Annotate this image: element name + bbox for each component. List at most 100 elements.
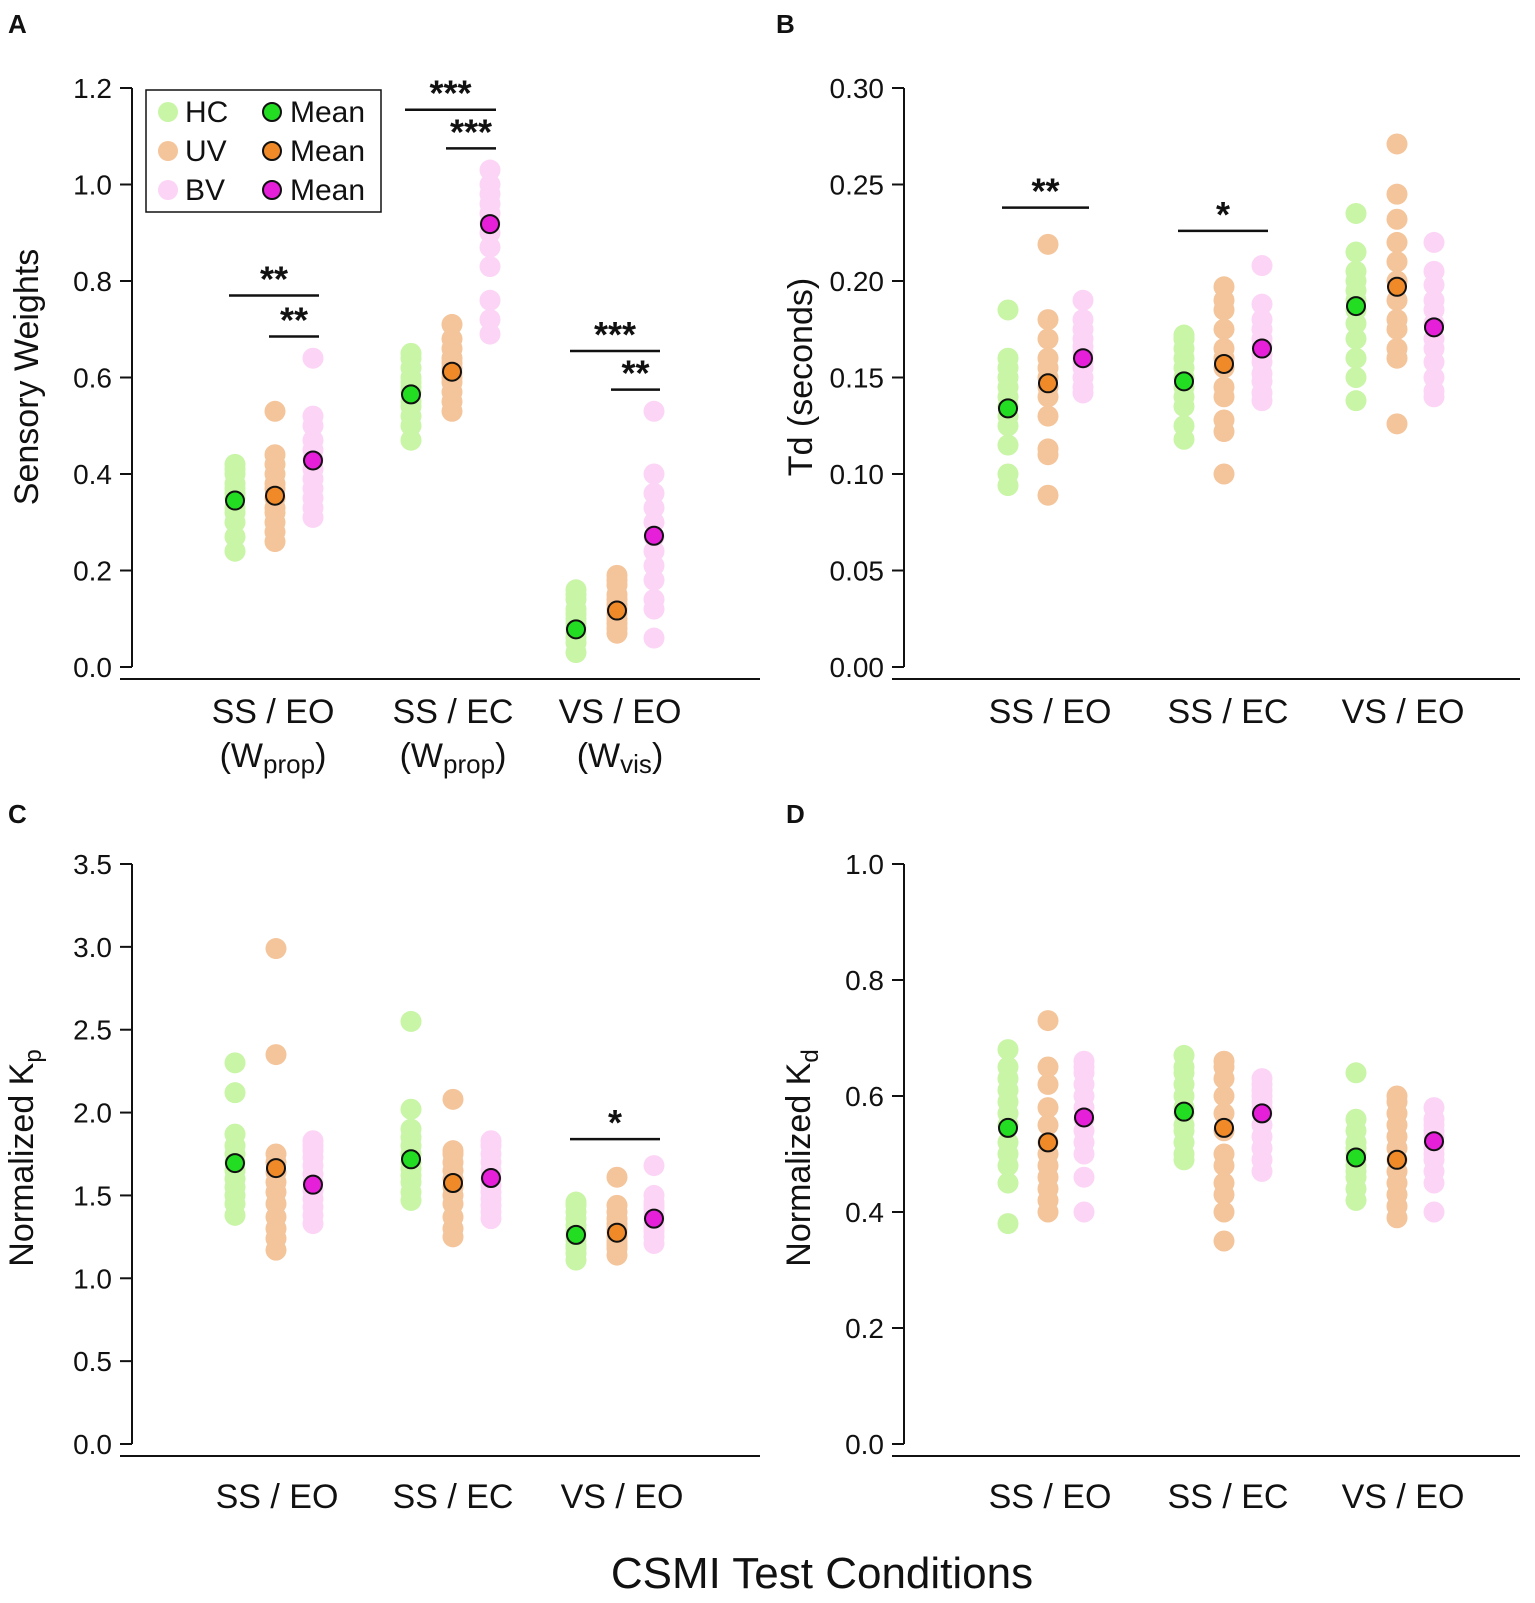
panel-b-point-hc	[1345, 390, 1367, 412]
panel-d-point-bv	[1423, 1097, 1445, 1119]
panel-a-ytick-label: 0.8	[73, 266, 112, 297]
panel-a-ytick-label: 1.2	[73, 73, 112, 104]
panel-a-significance-label: **	[260, 258, 288, 299]
panel-letter-b: B	[776, 9, 795, 39]
panel-c-ytick-label: 0.5	[73, 1346, 112, 1377]
panel-c-cat-0: SS / EO	[216, 1478, 339, 1516]
panel-a-cat-1-main: SS / EC	[393, 693, 514, 731]
panel-c-ylabel-sub: p	[20, 1049, 47, 1062]
panel-b-point-uv	[1037, 484, 1059, 506]
panel-c-point-hc	[400, 1010, 422, 1032]
panel-c-point-uv	[265, 1143, 287, 1165]
panel-b-point-bv	[1423, 260, 1445, 282]
panel-b-ytick-label: 0.25	[830, 170, 885, 201]
figure-xlabel: CSMI Test Conditions	[611, 1549, 1033, 1598]
panel-c-point-uv	[442, 1140, 464, 1162]
panel-b-ylabel: Td (seconds)	[782, 278, 820, 476]
panel-a-ytick-label: 0.4	[73, 459, 112, 490]
panel-a-point-bv	[479, 174, 501, 195]
panel-b-cat-0: SS / EO	[989, 693, 1112, 731]
panel-b-mean-bv	[1073, 348, 1093, 369]
panel-b-point-hc	[1173, 415, 1195, 437]
panel-b-point-bv	[1423, 367, 1445, 388]
panel-c-ytick-label: 3.5	[73, 849, 112, 880]
panel-a-cat-0-sub: (Wprop)	[220, 737, 327, 779]
panel-b-significance-label: *	[1216, 194, 1230, 235]
panel-b-point-hc	[1345, 241, 1367, 263]
panel-a-significance-label: **	[621, 353, 649, 394]
panel-b-point-uv	[1037, 347, 1059, 369]
panel-c-ytick-label: 2.5	[73, 1015, 112, 1046]
panel-a-point-uv	[264, 400, 286, 422]
panel-a-point-hc	[224, 526, 246, 548]
panel-b-point-uv	[1037, 438, 1059, 460]
panel-d-point-uv	[1037, 1056, 1059, 1078]
panel-a-point-bv	[643, 588, 665, 610]
panel-c-cat-1: SS / EC	[393, 1478, 514, 1516]
panel-d-mean-uv	[1387, 1149, 1407, 1170]
legend-marker-uv	[158, 141, 178, 161]
legend-marker-uv-mean	[262, 141, 282, 161]
chart-marks: 0.00.20.40.60.81.01.2***************0.00…	[73, 73, 1520, 1460]
panel-c-ytick-label: 0.0	[73, 1429, 112, 1460]
panel-d-mean-bv	[1074, 1107, 1094, 1128]
panel-b-point-uv	[1386, 309, 1408, 331]
panel-b-mean-hc	[998, 398, 1018, 419]
panel-b-plot: 0.000.050.100.150.200.250.30***	[830, 73, 1520, 683]
panel-a-plot: 0.00.20.40.60.81.01.2***************	[73, 73, 760, 683]
panel-b-point-uv	[1386, 251, 1408, 273]
panel-d-point-uv	[1213, 1172, 1235, 1194]
panel-a-point-hc	[400, 429, 422, 451]
panel-a-point-bv	[302, 429, 324, 451]
panel-b-cat-1: SS / EC	[1168, 693, 1289, 731]
panel-b-cat-2: VS / EO	[1342, 693, 1465, 731]
panel-a-point-hc	[224, 540, 246, 562]
panel-b-point-uv	[1037, 405, 1059, 427]
panel-c-point-uv	[606, 1166, 628, 1188]
panel-a-point-bv	[479, 159, 501, 181]
panel-a-category-labels: SS / EO (Wprop) SS / EC (Wprop) VS / EO …	[212, 693, 682, 779]
panel-a-significance-label: ***	[450, 111, 492, 152]
panel-d-point-uv	[1037, 1114, 1059, 1136]
panel-c-point-uv	[606, 1194, 628, 1216]
panel-a-point-bv	[643, 497, 665, 519]
panel-d-ytick-label: 0.8	[845, 965, 884, 996]
panel-a-ytick-label: 0.0	[73, 652, 112, 683]
panel-c-mean-uv	[443, 1173, 463, 1193]
panel-a-point-bv	[643, 463, 665, 485]
panel-b-point-uv	[1037, 309, 1059, 331]
legend-label-bv: BV	[185, 174, 225, 207]
panel-b-point-hc	[1345, 367, 1367, 388]
panel-b-point-uv	[1386, 231, 1408, 253]
panel-b-mean-hc	[1346, 296, 1366, 317]
panel-b-mean-bv	[1252, 338, 1272, 359]
panel-a-ylabel: Sensory Weights	[8, 249, 46, 505]
panel-b-point-hc	[997, 347, 1019, 369]
panel-b-point-hc	[1173, 328, 1195, 350]
panel-a-point-bv	[643, 540, 665, 562]
legend-marker-bv	[158, 180, 178, 200]
panel-b-point-bv	[1251, 255, 1273, 277]
panel-b-mean-hc	[1174, 371, 1194, 392]
panel-b-point-bv	[1072, 289, 1094, 311]
panel-b-point-uv	[1386, 183, 1408, 205]
panel-a-significance-label: ***	[429, 73, 471, 114]
panel-d-mean-uv	[1214, 1117, 1234, 1138]
panel-d-ylabel: Normalized Kd	[780, 1049, 824, 1266]
legend-marker-hc	[158, 102, 178, 122]
panel-d-point-bv	[1423, 1201, 1445, 1223]
panel-d-point-uv	[1213, 1201, 1235, 1223]
panel-b-point-hc	[1345, 202, 1367, 224]
panel-a-point-uv	[264, 444, 286, 466]
panel-d-point-bv	[1251, 1068, 1273, 1090]
panel-b-ytick-label: 0.30	[830, 73, 885, 104]
panel-b-point-hc	[1345, 347, 1367, 369]
panel-d-point-uv	[1213, 1102, 1235, 1124]
panel-d-point-uv	[1213, 1143, 1235, 1165]
panel-b-point-uv	[1213, 376, 1235, 398]
panel-a-cat-1-sub: (Wprop)	[400, 737, 507, 779]
panel-b-point-uv	[1213, 318, 1235, 340]
panel-c-mean-hc	[566, 1224, 586, 1245]
panel-b-ytick-label: 0.15	[830, 363, 885, 394]
